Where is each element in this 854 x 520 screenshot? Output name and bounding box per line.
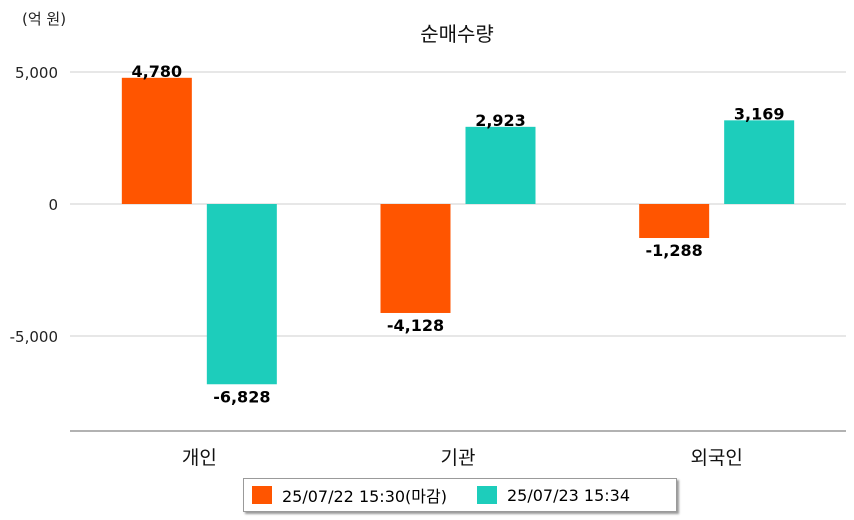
- legend-item-series-1[interactable]: 25/07/22 15:30(마감): [252, 483, 447, 507]
- bar-s2-c2: [465, 126, 536, 204]
- y-tick-label-0: 5,000: [15, 64, 58, 82]
- legend: 25/07/22 15:30(마감) 25/07/23 15:34: [243, 478, 677, 512]
- data-label-s2-c1: -6,828: [213, 387, 270, 406]
- legend-swatch-series-2: [476, 486, 497, 504]
- legend-swatch-series-1: [252, 486, 272, 504]
- bar-s2-c1: [206, 204, 277, 385]
- x-tick-label-0: 개인: [182, 447, 217, 469]
- y-tick-label-2: -5,000: [10, 328, 58, 346]
- bar-s1-c1: [121, 77, 192, 204]
- data-label-s2-c3: 3,169: [734, 104, 785, 123]
- bar-s1-c3: [639, 204, 710, 239]
- y-tick-label-1: 0: [48, 196, 58, 214]
- data-label-s2-c2: 2,923: [475, 111, 526, 130]
- legend-item-series-2[interactable]: 25/07/23 15:34: [476, 485, 631, 505]
- x-tick-label-2: 외국인: [690, 447, 742, 469]
- legend-label-series-1: 25/07/22 15:30(마감): [282, 487, 447, 506]
- bar-s1-c2: [380, 204, 451, 313]
- chart-title: 순매수량: [420, 22, 494, 46]
- legend-label-series-2: 25/07/23 15:34: [506, 485, 631, 505]
- bar-s2-c3: [724, 120, 795, 204]
- data-label-s1-c2: -4,128: [387, 316, 444, 335]
- data-label-s1-c3: -1,288: [646, 241, 703, 260]
- x-tick-label-1: 기관: [441, 447, 476, 469]
- data-label-s1-c1: 4,780: [132, 62, 183, 81]
- unit-label: (억 원): [22, 10, 67, 28]
